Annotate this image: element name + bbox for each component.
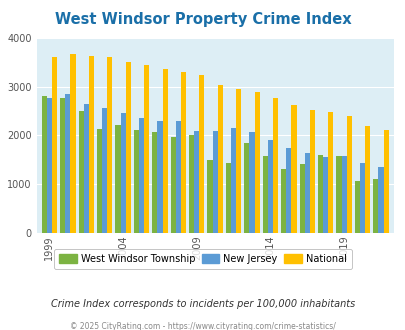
Bar (199, 76, 204, 233)
Bar (144, 65, 149, 233)
Bar (217, 85, 222, 233)
Bar (254, 92, 259, 233)
Bar (102, 108, 107, 233)
Bar (175, 121, 181, 233)
Bar (162, 69, 167, 233)
Bar (78, 111, 83, 233)
Bar (194, 131, 199, 233)
Bar (280, 169, 286, 233)
Bar (249, 132, 254, 233)
Bar (134, 130, 139, 233)
Bar (236, 89, 241, 233)
Bar (317, 155, 322, 233)
Bar (286, 148, 291, 233)
Bar (42, 96, 47, 233)
Bar (52, 57, 57, 233)
Bar (126, 62, 130, 233)
Bar (372, 179, 377, 233)
Bar (207, 160, 212, 233)
Text: Crime Index corresponds to incidents per 100,000 inhabitants: Crime Index corresponds to incidents per… (51, 299, 354, 309)
Bar (304, 153, 309, 233)
Bar (120, 113, 126, 233)
Text: © 2025 CityRating.com - https://www.cityrating.com/crime-statistics/: © 2025 CityRating.com - https://www.city… (70, 322, 335, 330)
Bar (383, 130, 388, 233)
Bar (272, 98, 277, 233)
Bar (139, 118, 144, 233)
Bar (377, 167, 383, 233)
Bar (341, 156, 346, 233)
Bar (346, 116, 351, 233)
Bar (354, 181, 359, 233)
Bar (152, 132, 157, 233)
Bar (170, 137, 175, 233)
Bar (107, 57, 112, 233)
Bar (291, 105, 296, 233)
Bar (225, 163, 230, 233)
Bar (47, 98, 52, 233)
Bar (262, 156, 267, 233)
Bar (115, 125, 120, 233)
Bar (212, 131, 217, 233)
Bar (83, 104, 89, 233)
Bar (299, 164, 304, 233)
Bar (364, 126, 369, 233)
Bar (328, 113, 333, 233)
Legend: West Windsor Township, New Jersey, National: West Windsor Township, New Jersey, Natio… (54, 249, 351, 269)
Bar (309, 111, 314, 233)
Bar (157, 121, 162, 233)
Bar (359, 163, 364, 233)
Bar (65, 94, 70, 233)
Bar (89, 56, 94, 233)
Text: West Windsor Property Crime Index: West Windsor Property Crime Index (55, 12, 350, 26)
Bar (97, 129, 102, 233)
Bar (189, 135, 194, 233)
Bar (181, 72, 185, 233)
Bar (230, 128, 236, 233)
Bar (335, 156, 341, 233)
Bar (322, 157, 328, 233)
Bar (267, 140, 272, 233)
Bar (70, 54, 75, 233)
Bar (60, 98, 65, 233)
Bar (244, 143, 249, 233)
